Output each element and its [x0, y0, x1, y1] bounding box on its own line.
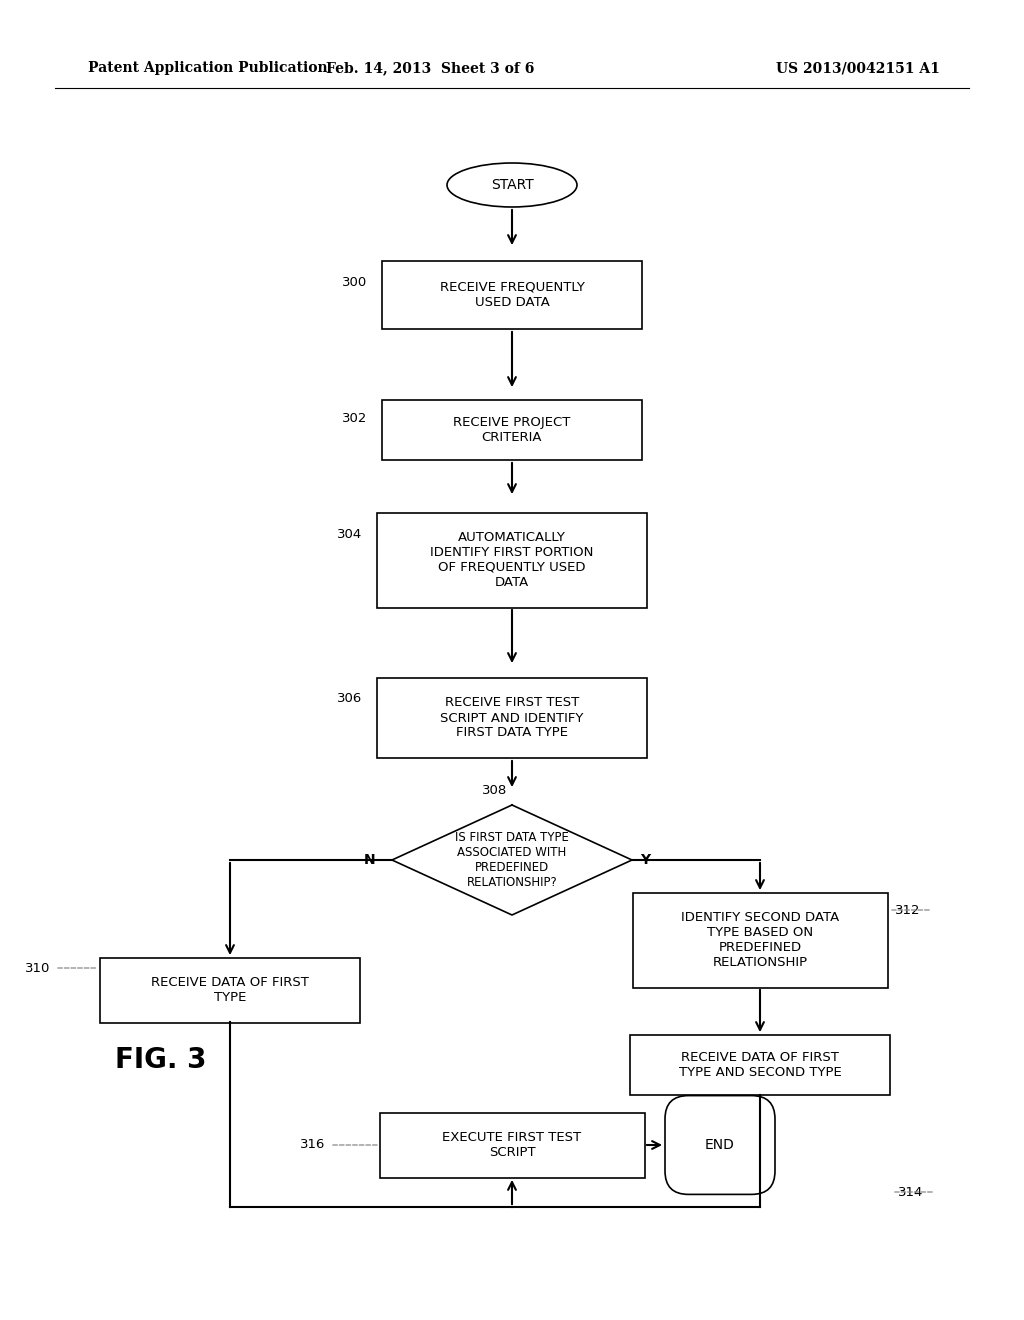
FancyBboxPatch shape: [382, 261, 642, 329]
Text: Y: Y: [640, 853, 650, 867]
FancyBboxPatch shape: [665, 1096, 775, 1195]
FancyBboxPatch shape: [100, 957, 360, 1023]
Text: RECEIVE DATA OF FIRST
TYPE: RECEIVE DATA OF FIRST TYPE: [152, 975, 309, 1005]
Text: FIG. 3: FIG. 3: [115, 1045, 207, 1074]
Text: END: END: [706, 1138, 735, 1152]
FancyBboxPatch shape: [633, 892, 888, 987]
Text: 314: 314: [898, 1185, 924, 1199]
Text: 302: 302: [342, 412, 367, 425]
Text: RECEIVE DATA OF FIRST
TYPE AND SECOND TYPE: RECEIVE DATA OF FIRST TYPE AND SECOND TY…: [679, 1051, 842, 1078]
Text: Feb. 14, 2013  Sheet 3 of 6: Feb. 14, 2013 Sheet 3 of 6: [326, 61, 535, 75]
Text: US 2013/0042151 A1: US 2013/0042151 A1: [776, 61, 940, 75]
Text: 312: 312: [895, 903, 921, 916]
FancyBboxPatch shape: [377, 512, 647, 607]
Text: IDENTIFY SECOND DATA
TYPE BASED ON
PREDEFINED
RELATIONSHIP: IDENTIFY SECOND DATA TYPE BASED ON PREDE…: [681, 911, 839, 969]
Polygon shape: [392, 805, 632, 915]
Text: RECEIVE PROJECT
CRITERIA: RECEIVE PROJECT CRITERIA: [454, 416, 570, 444]
Text: EXECUTE FIRST TEST
SCRIPT: EXECUTE FIRST TEST SCRIPT: [442, 1131, 582, 1159]
Text: Patent Application Publication: Patent Application Publication: [88, 61, 328, 75]
Text: 316: 316: [300, 1138, 325, 1151]
Text: IS FIRST DATA TYPE
ASSOCIATED WITH
PREDEFINED
RELATIONSHIP?: IS FIRST DATA TYPE ASSOCIATED WITH PREDE…: [455, 832, 569, 888]
Ellipse shape: [447, 162, 577, 207]
Text: 308: 308: [482, 784, 507, 796]
Text: AUTOMATICALLY
IDENTIFY FIRST PORTION
OF FREQUENTLY USED
DATA: AUTOMATICALLY IDENTIFY FIRST PORTION OF …: [430, 531, 594, 589]
Text: RECEIVE FREQUENTLY
USED DATA: RECEIVE FREQUENTLY USED DATA: [439, 281, 585, 309]
FancyBboxPatch shape: [377, 678, 647, 758]
Text: 300: 300: [342, 276, 367, 289]
Text: N: N: [364, 853, 376, 867]
Text: RECEIVE FIRST TEST
SCRIPT AND IDENTIFY
FIRST DATA TYPE: RECEIVE FIRST TEST SCRIPT AND IDENTIFY F…: [440, 697, 584, 739]
Text: 306: 306: [337, 692, 362, 705]
FancyBboxPatch shape: [630, 1035, 890, 1096]
FancyBboxPatch shape: [382, 400, 642, 459]
FancyBboxPatch shape: [380, 1113, 644, 1177]
Text: 310: 310: [25, 961, 50, 974]
Text: 304: 304: [337, 528, 362, 541]
Text: START: START: [490, 178, 534, 191]
